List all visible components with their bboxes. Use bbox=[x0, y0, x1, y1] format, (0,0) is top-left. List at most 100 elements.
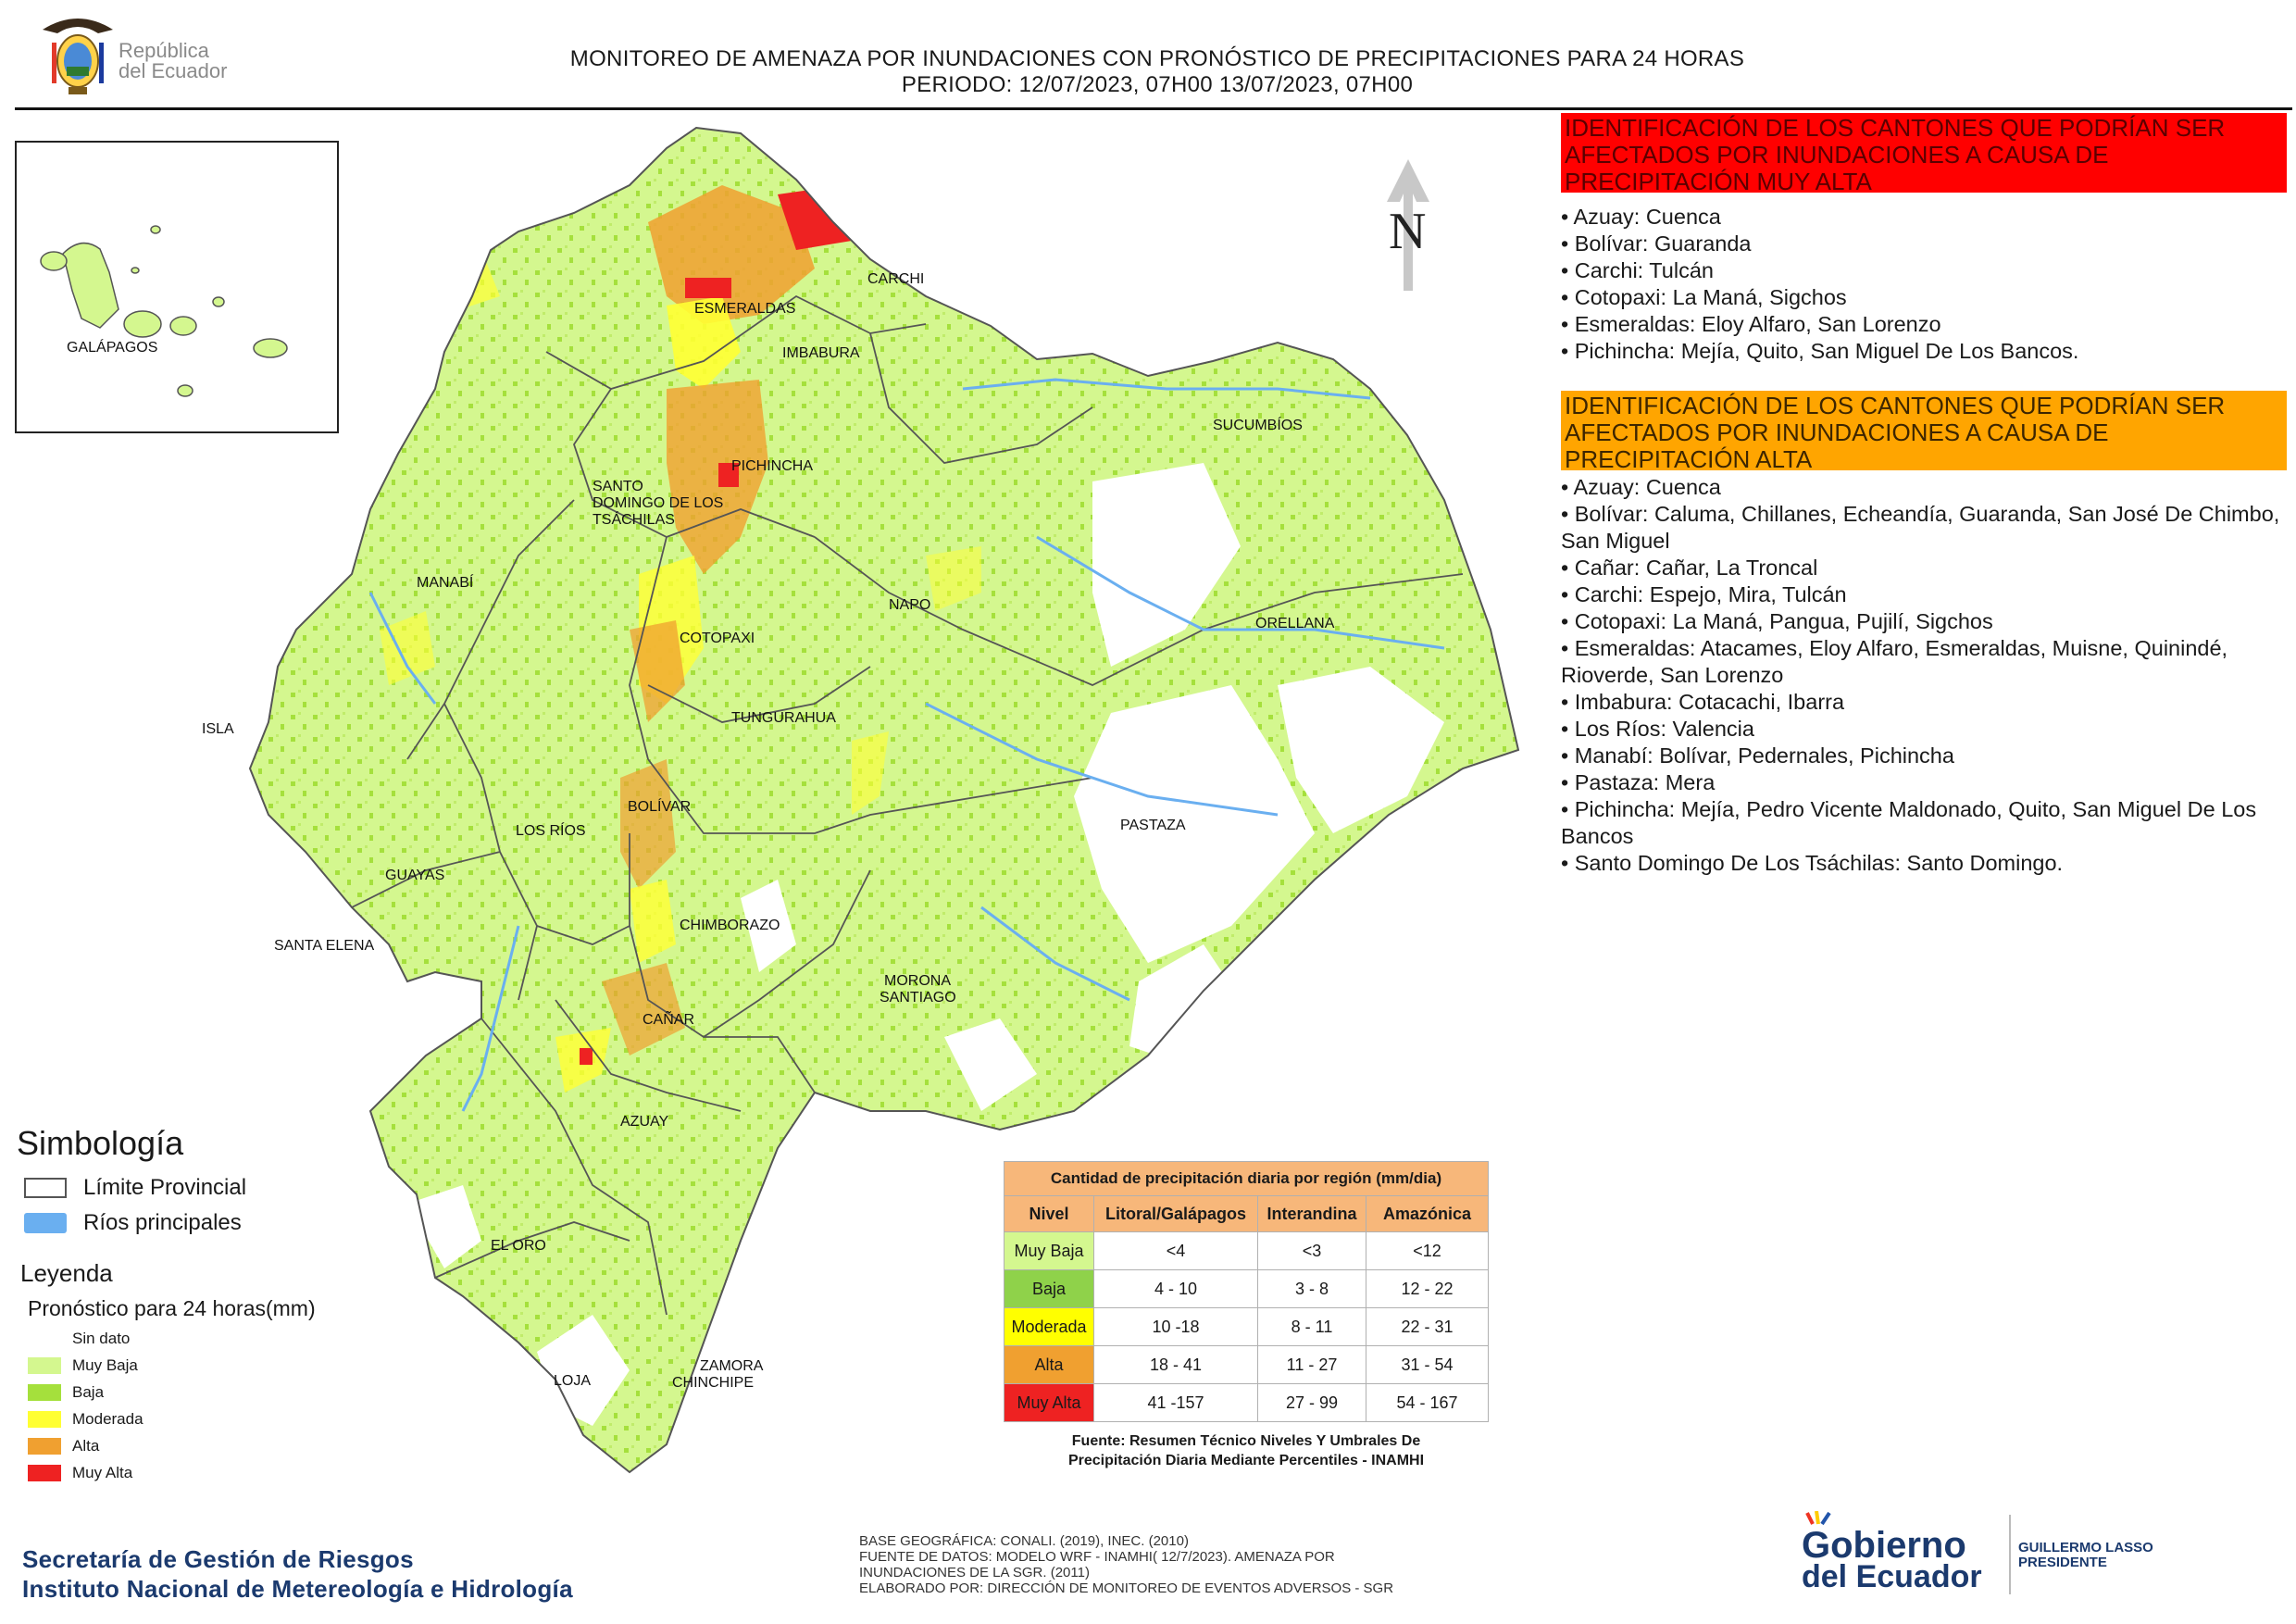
president-name: GUILLERMO LASSO bbox=[2018, 1540, 2153, 1555]
label-bolivar: BOLÍVAR bbox=[628, 797, 691, 815]
rivers-label: Ríos principales bbox=[83, 1210, 242, 1235]
table-cell: 3 - 8 bbox=[1257, 1269, 1366, 1308]
table-cell: 31 - 54 bbox=[1366, 1345, 1489, 1384]
label-esmeraldas: ESMERALDAS bbox=[694, 301, 795, 317]
label-cotopaxi: COTOPAXI bbox=[680, 631, 755, 646]
list-item: • Bolívar: Caluma, Chillanes, Echeandía,… bbox=[1561, 502, 2280, 553]
boundary-label: Límite Provincial bbox=[83, 1175, 247, 1200]
nivel-cell: Alta bbox=[1004, 1345, 1094, 1384]
label-orellana: ORELLANA bbox=[1255, 616, 1335, 631]
alta-heading: IDENTIFICACIÓN DE LOS CANTONES QUE PODRÍ… bbox=[1561, 391, 2287, 473]
credit-line: FUENTE DE DATOS: MODELO WRF - INAMHI( 12… bbox=[859, 1549, 1335, 1565]
credit-line: BASE GEOGRÁFICA: CONALI. (2019), INEC. (… bbox=[859, 1533, 1189, 1549]
swatch bbox=[28, 1438, 61, 1455]
label-los-rios: LOS RÍOS bbox=[516, 821, 586, 839]
label-azuay: AZUAY bbox=[620, 1114, 668, 1130]
label-santo-domingo-1: SANTO bbox=[593, 479, 643, 494]
table-row: Muy Baja <4 <3 <12 bbox=[1004, 1231, 1489, 1270]
gobierno-del-ecuador-logo: Gobierno del Ecuador bbox=[1802, 1511, 1996, 1594]
alta-list: • Azuay: Cuenca • Bolívar: Caluma, Chill… bbox=[1561, 474, 2292, 877]
gobierno-text: Gobierno bbox=[1802, 1525, 1966, 1566]
credit-line: INUNDACIONES DE LA SGR. (2011) bbox=[859, 1565, 1090, 1580]
label-galapagos: GALÁPAGOS bbox=[67, 338, 157, 356]
table-cell: <12 bbox=[1366, 1231, 1489, 1270]
table-cell: 18 - 41 bbox=[1093, 1345, 1258, 1384]
institution-line-1: Secretaría de Gestión de Riesgos bbox=[22, 1545, 414, 1573]
swatch bbox=[28, 1357, 61, 1374]
label-imbabura: IMBABURA bbox=[782, 345, 860, 361]
legend-class-label: Muy Alta bbox=[72, 1464, 133, 1481]
nivel-cell: Muy Alta bbox=[1004, 1383, 1094, 1422]
swatch bbox=[28, 1330, 61, 1347]
table-row: Alta 18 - 41 11 - 27 31 - 54 bbox=[1004, 1345, 1489, 1384]
list-item: • Cañar: Cañar, La Troncal bbox=[1561, 556, 1818, 580]
simbologia-title: Simbología bbox=[17, 1124, 184, 1162]
label-zamora-1: ZAMORA bbox=[700, 1358, 764, 1374]
legend-class-alta: Alta bbox=[28, 1433, 99, 1459]
label-guayas: GUAYAS bbox=[385, 868, 444, 883]
list-item: • Esmeraldas: Eloy Alfaro, San Lorenzo bbox=[1561, 312, 1941, 336]
swatch bbox=[28, 1411, 61, 1428]
galapagos-inset-map: GALÁPAGOS bbox=[15, 141, 339, 433]
logo-mark-icon bbox=[1805, 1511, 1831, 1526]
president-title: PRESIDENTE bbox=[2018, 1555, 2107, 1570]
pronostico-title: Pronóstico para 24 horas(mm) bbox=[28, 1296, 316, 1320]
table-cell: 11 - 27 bbox=[1257, 1345, 1366, 1384]
nivel-cell: Muy Baja bbox=[1004, 1231, 1094, 1270]
north-arrow: N bbox=[1387, 159, 1429, 291]
logo-text-line-1: República bbox=[119, 39, 209, 62]
table-cell: 41 -157 bbox=[1093, 1383, 1258, 1422]
table-cell: 12 - 22 bbox=[1366, 1269, 1489, 1308]
table-row: Moderada 10 -18 8 - 11 22 - 31 bbox=[1004, 1307, 1489, 1346]
legend-class-sin-dato: Sin dato bbox=[28, 1326, 130, 1352]
legend-rivers: Ríos principales bbox=[24, 1209, 242, 1237]
swatch bbox=[28, 1384, 61, 1401]
legend-class-moderada: Moderada bbox=[28, 1406, 144, 1432]
table-cell: 8 - 11 bbox=[1257, 1307, 1366, 1346]
table-source: Fuente: Resumen Técnico Niveles Y Umbral… bbox=[1004, 1431, 1489, 1470]
north-label: N bbox=[1389, 203, 1426, 260]
legend-provincial-boundary: Límite Provincial bbox=[24, 1174, 246, 1202]
ecuador-flood-map: N ESMERALDAS CARCHI IMBABURA SUCUMBÍOS P… bbox=[202, 127, 1519, 1473]
label-canar: CAÑAR bbox=[643, 1009, 694, 1028]
map-credits: BASE GEOGRÁFICA: CONALI. (2019), INEC. (… bbox=[859, 1533, 1415, 1596]
del-ecuador-text: del Ecuador bbox=[1802, 1559, 1982, 1594]
nivel-cell: Moderada bbox=[1004, 1307, 1094, 1346]
label-carchi: CARCHI bbox=[867, 271, 924, 287]
table-cell: <4 bbox=[1093, 1231, 1258, 1270]
logo-text-line-2: del Ecuador bbox=[119, 59, 228, 82]
list-item: • Pichincha: Mejía, Quito, San Miguel De… bbox=[1561, 339, 2079, 363]
leyenda-title: Leyenda bbox=[20, 1259, 113, 1287]
list-item: • Carchi: Espejo, Mira, Tulcán bbox=[1561, 582, 1847, 606]
label-santa-elena: SANTA ELENA bbox=[274, 938, 375, 954]
label-santo-domingo-2: DOMINGO DE LOS bbox=[593, 495, 723, 511]
river-swatch bbox=[24, 1213, 67, 1233]
precipitation-threshold-table: Cantidad de precipitación diaria por reg… bbox=[1004, 1161, 1489, 1422]
label-pastaza: PASTAZA bbox=[1120, 818, 1186, 833]
table-cell: 27 - 99 bbox=[1257, 1383, 1366, 1422]
republica-del-ecuador-text: República del Ecuador bbox=[119, 41, 227, 81]
list-item: • Cotopaxi: La Maná, Pangua, Pujilí, Sig… bbox=[1561, 609, 1993, 633]
title-line-1: MONITOREO DE AMENAZA POR INUNDACIONES CO… bbox=[569, 46, 1745, 71]
list-item: • Azuay: Cuenca bbox=[1561, 205, 1721, 229]
list-item: • Santo Domingo De Los Tsáchilas: Santo … bbox=[1561, 851, 2064, 875]
list-item: • Imbabura: Cotacachi, Ibarra bbox=[1561, 690, 1845, 714]
legend-class-label: Muy Baja bbox=[72, 1356, 138, 1374]
period-line: PERIODO: 12/07/2023, 07H00 13/07/2023, 0… bbox=[901, 72, 1414, 97]
source-line-2: Precipitación Diaria Mediante Percentile… bbox=[1067, 1453, 1425, 1468]
table-cell: 4 - 10 bbox=[1093, 1269, 1258, 1308]
label-chimborazo: CHIMBORAZO bbox=[680, 918, 780, 933]
table-header: Litoral/Galápagos bbox=[1093, 1195, 1258, 1232]
table-row: Muy Alta 41 -157 27 - 99 54 - 167 bbox=[1004, 1383, 1489, 1422]
table-cell: <3 bbox=[1257, 1231, 1366, 1270]
list-item: • Los Ríos: Valencia bbox=[1561, 717, 1754, 741]
nivel-cell: Baja bbox=[1004, 1269, 1094, 1308]
president-label: GUILLERMO LASSO PRESIDENTE bbox=[2018, 1541, 2153, 1570]
institution-names: Secretaría de Gestión de Riesgos Institu… bbox=[22, 1544, 573, 1604]
boundary-swatch bbox=[24, 1178, 67, 1198]
list-item: • Esmeraldas: Atacames, Eloy Alfaro, Esm… bbox=[1561, 636, 2228, 687]
legend-class-baja: Baja bbox=[28, 1380, 104, 1405]
table-cell: 54 - 167 bbox=[1366, 1383, 1489, 1422]
institution-line-2: Instituto Nacional de Metereología e Hid… bbox=[22, 1575, 573, 1603]
label-morona-1: MORONA bbox=[884, 973, 951, 989]
